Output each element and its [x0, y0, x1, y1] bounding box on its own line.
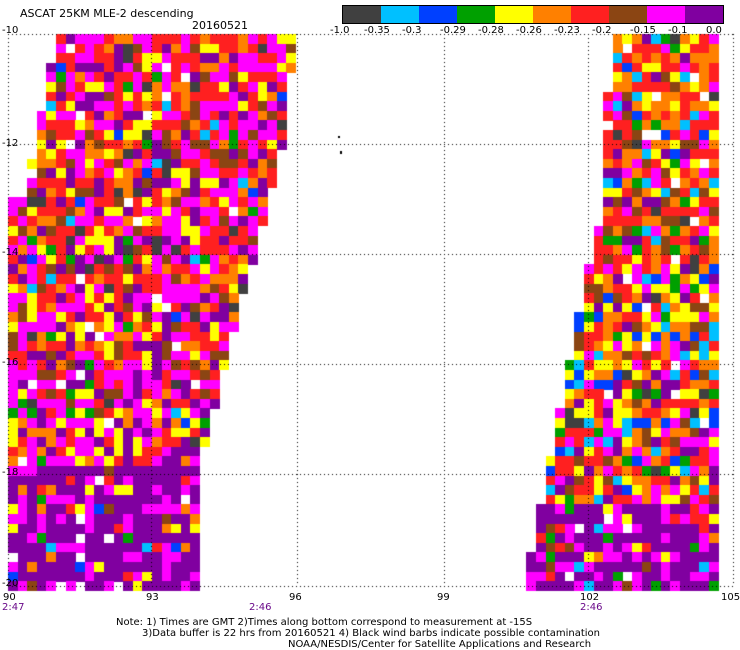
legend-swatch-6: [571, 6, 609, 23]
y-label-20: -20: [2, 578, 19, 589]
legend-label-10: 0.0: [706, 25, 722, 36]
legend-labels: -1.0 -0.35 -0.3 -0.29 -0.28 -0.26 -0.23 -0.2 -0.…: [322, 25, 740, 37]
y-label-10: -10: [2, 25, 19, 36]
y-label-16: -16: [2, 357, 19, 368]
legend-label-8: -0.15: [630, 25, 656, 36]
legend-label-6: -0.23: [554, 25, 580, 36]
legend-swatch-0: [343, 6, 381, 23]
x-label-99: 99: [437, 592, 450, 603]
note-line-1: Note: 1) Times are GMT 2)Times along bot…: [116, 617, 533, 628]
x-label-105: 105: [721, 592, 740, 603]
note-line-3: NOAA/NESDIS/Center for Satellite Applica…: [288, 639, 592, 650]
legend-label-0: -1.0: [330, 25, 350, 36]
y-label-14: -14: [2, 247, 19, 258]
map-date: 20160521: [192, 19, 248, 32]
legend-swatch-4: [495, 6, 533, 23]
x-label-102: 102: [580, 592, 600, 603]
legend-swatch-2: [419, 6, 457, 23]
x-label-90: 90: [3, 592, 16, 603]
legend-label-7: -0.2: [592, 25, 612, 36]
legend-label-1: -0.35: [364, 25, 390, 36]
color-legend: [342, 5, 724, 24]
time-label-1: 2:47: [2, 602, 25, 613]
legend-label-5: -0.26: [516, 25, 542, 36]
legend-swatch-5: [533, 6, 571, 23]
legend-label-3: -0.29: [440, 25, 466, 36]
time-label-3: 2:46: [580, 602, 603, 613]
note-line-2: 3)Data buffer is 22 hrs from 20160521 4)…: [142, 628, 600, 639]
x-label-96: 96: [289, 592, 302, 603]
y-label-18: -18: [2, 467, 19, 478]
legend-label-2: -0.3: [402, 25, 422, 36]
map-title: ASCAT 25KM MLE-2 descending: [20, 7, 194, 20]
legend-swatch-8: [647, 6, 685, 23]
legend-swatch-7: [609, 6, 647, 23]
time-label-2: 2:46: [249, 602, 272, 613]
legend-label-4: -0.28: [478, 25, 504, 36]
legend-swatch-1: [381, 6, 419, 23]
x-label-93: 93: [146, 592, 159, 603]
y-label-12: -12: [2, 138, 19, 149]
legend-label-9: -0.1: [668, 25, 688, 36]
legend-swatch-9: [685, 6, 723, 23]
legend-swatch-3: [457, 6, 495, 23]
